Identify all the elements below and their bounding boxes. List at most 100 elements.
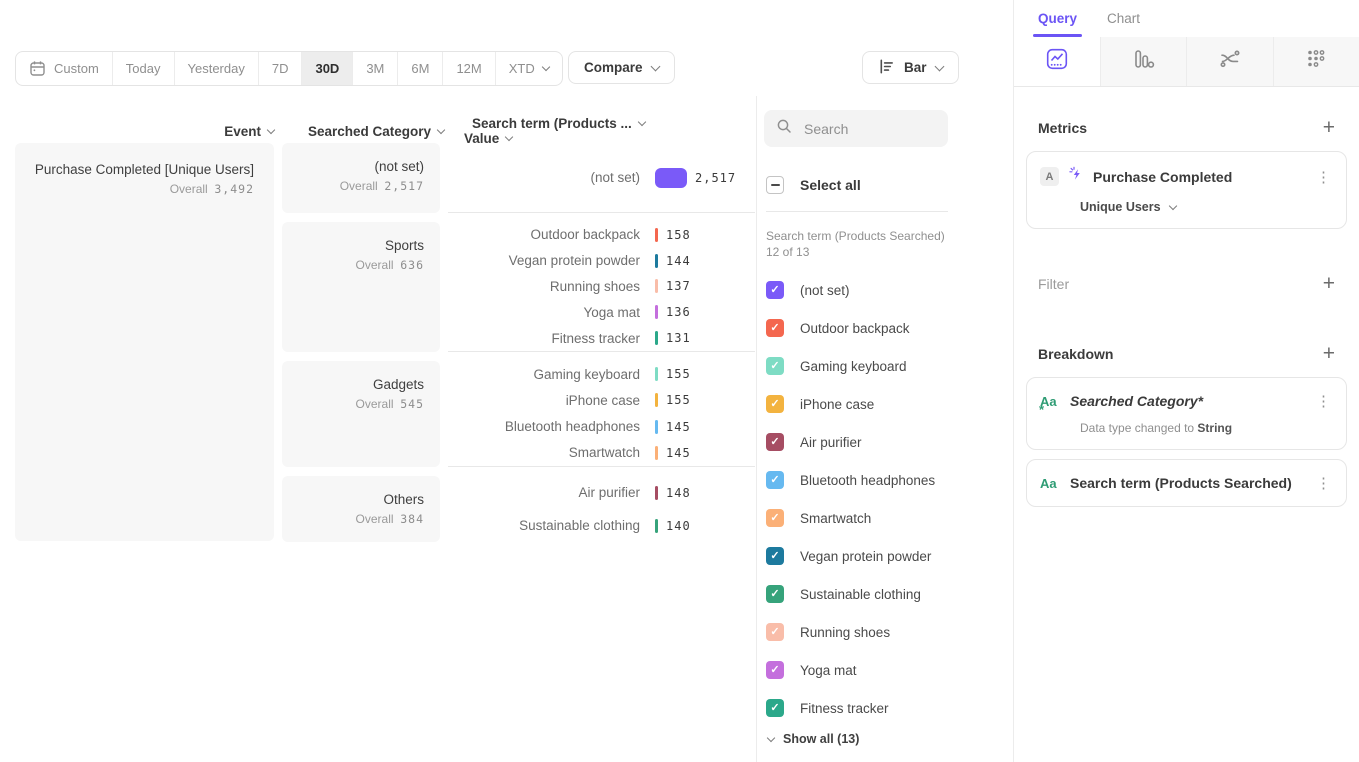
aggregation-dropdown[interactable]: Unique Users — [1080, 200, 1334, 214]
series-checkbox-item[interactable]: ✓ (not set) — [766, 271, 995, 309]
series-checkbox-item[interactable]: ✓ iPhone case — [766, 385, 995, 423]
value-bar[interactable] — [655, 279, 658, 294]
range-30d[interactable]: 30D — [302, 52, 354, 85]
tab-funnels[interactable] — [1099, 37, 1186, 86]
chevron-down-icon — [266, 125, 276, 134]
value-bar[interactable] — [655, 305, 658, 320]
term-row: Gaming keyboard 155 — [448, 361, 755, 387]
category-cell[interactable]: Others Overall 384 — [282, 476, 440, 542]
series-label: (not set) — [800, 282, 850, 298]
breakdown-group: Others Overall 384 Air purifier 148 Sustaina… — [282, 476, 755, 542]
breakdown-property-name[interactable]: Search term (Products Searched) — [1070, 475, 1292, 491]
query-builder-sidebar: Query Chart Metrics + A Pur — [1013, 0, 1359, 762]
breakdown-property-name[interactable]: Searched Category* — [1070, 393, 1204, 409]
compare-label: Compare — [584, 60, 643, 75]
compare-button[interactable]: Compare — [568, 51, 675, 84]
range-yesterday[interactable]: Yesterday — [175, 52, 259, 85]
range-xtd[interactable]: XTD — [496, 52, 562, 85]
value-bar[interactable] — [655, 331, 658, 346]
category-name: Sports — [384, 238, 424, 253]
series-checkbox-item[interactable]: ✓ Fitness tracker — [766, 689, 995, 727]
tab-flows[interactable] — [1186, 37, 1273, 86]
add-metric-button[interactable]: + — [1322, 116, 1335, 139]
value-label: 2,517 — [695, 170, 737, 185]
tab-retention[interactable] — [1272, 37, 1359, 86]
range-3m[interactable]: 3M — [353, 52, 399, 85]
value-bar[interactable] — [655, 518, 658, 533]
column-header-search-term[interactable]: Search term (Products ... — [464, 116, 771, 131]
checked-checkbox-icon: ✓ — [766, 661, 784, 679]
value-bar[interactable] — [655, 227, 658, 242]
series-label: Yoga mat — [800, 662, 857, 678]
add-filter-button[interactable]: + — [1322, 272, 1335, 295]
range-12m[interactable]: 12M — [443, 52, 496, 85]
value-bar[interactable] — [655, 393, 658, 408]
string-property-icon: Aa — [1040, 475, 1057, 491]
breakdown-heading: Breakdown — [1038, 345, 1114, 362]
metric-badge: A — [1040, 167, 1059, 186]
series-search-input[interactable] — [802, 119, 936, 138]
value-bar[interactable] — [655, 167, 687, 188]
range-6m[interactable]: 6M — [398, 52, 444, 85]
show-all-label: Show all (13) — [783, 732, 860, 746]
tab-insights[interactable] — [1014, 37, 1100, 86]
show-all-button[interactable]: Show all (13) — [766, 732, 995, 746]
select-all-label: Select all — [800, 177, 861, 193]
term-label: Gaming keyboard — [533, 366, 640, 382]
value-label: 137 — [666, 279, 691, 294]
series-checkbox-item[interactable]: ✓ Air purifier — [766, 423, 995, 461]
series-checkbox-item[interactable]: ✓ Sustainable clothing — [766, 575, 995, 613]
range-custom[interactable]: Custom — [16, 52, 113, 85]
breakdown-menu-button[interactable]: ⋮ — [1316, 393, 1331, 410]
term-row: (not set) 2,517 — [448, 164, 755, 192]
value-bar[interactable] — [655, 445, 658, 460]
breakdown-menu-button[interactable]: ⋮ — [1316, 475, 1331, 492]
series-checkbox-item[interactable]: ✓ Smartwatch — [766, 499, 995, 537]
series-checkbox-item[interactable]: ✓ Gaming keyboard — [766, 347, 995, 385]
series-checkbox-item[interactable]: ✓ Yoga mat — [766, 651, 995, 689]
series-search[interactable] — [764, 110, 948, 147]
date-range-control: Custom Today Yesterday 7D 30D 3M 6M 12M XTD — [15, 51, 563, 86]
category-cell[interactable]: (not set) Overall 2,517 — [282, 143, 440, 213]
checked-checkbox-icon: ✓ — [766, 319, 784, 337]
metric-menu-button[interactable]: ⋮ — [1316, 168, 1331, 186]
bar-chart-icon — [878, 58, 895, 78]
tab-query[interactable]: Query — [1032, 0, 1083, 37]
select-all-checkbox[interactable]: Select all — [766, 176, 995, 194]
category-cell[interactable]: Gadgets Overall 545 — [282, 361, 440, 467]
term-label: Smartwatch — [568, 445, 640, 461]
add-breakdown-button[interactable]: + — [1322, 342, 1335, 365]
checked-checkbox-icon: ✓ — [766, 509, 784, 527]
category-cell[interactable]: Sports Overall 636 — [282, 222, 440, 352]
series-label: Fitness tracker — [800, 700, 889, 716]
checked-checkbox-icon: ✓ — [766, 623, 784, 641]
column-header-searched-category[interactable]: Searched Category — [286, 116, 456, 146]
series-checkbox-item[interactable]: ✓ Running shoes — [766, 613, 995, 651]
series-label: Air purifier — [800, 434, 862, 450]
tab-chart[interactable]: Chart — [1107, 11, 1141, 26]
retention-dots-icon — [1304, 47, 1328, 76]
column-header-event[interactable]: Event — [15, 116, 278, 146]
category-overall: Overall 2,517 — [339, 179, 424, 193]
series-checkbox-item[interactable]: ✓ Bluetooth headphones — [766, 461, 995, 499]
breakdown-group: Gadgets Overall 545 Gaming keyboard 155 iPho… — [282, 361, 755, 467]
series-label: Vegan protein powder — [800, 548, 932, 564]
chart-type-dropdown[interactable]: Bar — [862, 51, 959, 84]
range-7d[interactable]: 7D — [259, 52, 303, 85]
value-bar[interactable] — [655, 419, 658, 434]
series-filter-panel: Select all Search term (Products Searche… — [756, 96, 1013, 762]
term-rows: Outdoor backpack 158 Vegan protein powder 1… — [448, 222, 755, 352]
indeterminate-checkbox-icon — [766, 176, 784, 194]
series-checkbox-item[interactable]: ✓ Outdoor backpack — [766, 309, 995, 347]
series-checkbox-item[interactable]: ✓ Vegan protein powder — [766, 537, 995, 575]
value-bar[interactable] — [655, 367, 658, 382]
value-bar[interactable] — [655, 253, 658, 268]
value-bar[interactable] — [655, 485, 658, 500]
range-today[interactable]: Today — [113, 52, 175, 85]
checked-checkbox-icon: ✓ — [766, 585, 784, 603]
event-cell[interactable]: Purchase Completed [Unique Users] Overal… — [15, 143, 274, 541]
series-label: Running shoes — [800, 624, 891, 640]
metric-event-name[interactable]: Purchase Completed — [1093, 168, 1233, 185]
column-header-value[interactable]: Value — [464, 131, 738, 146]
